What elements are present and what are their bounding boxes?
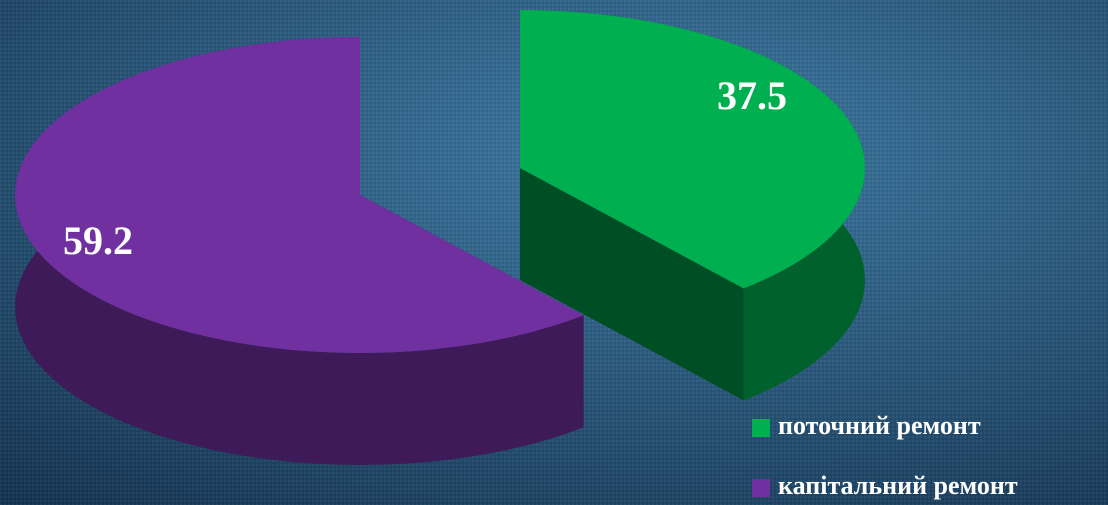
slice — [520, 10, 866, 289]
slice — [15, 37, 584, 353]
labels: 37.5 59.2 поточний ремонт капітальний ремон… — [63, 73, 1018, 500]
slice-cut-face — [520, 168, 744, 401]
legend-swatch — [752, 479, 770, 497]
pie — [15, 10, 866, 465]
legend-label: капітальний ремонт — [778, 471, 1018, 500]
data-label: 59.2 — [63, 218, 133, 263]
legend-label: поточний ремонт — [778, 411, 981, 440]
legend-swatch — [752, 419, 770, 437]
data-label: 37.5 — [717, 73, 787, 118]
